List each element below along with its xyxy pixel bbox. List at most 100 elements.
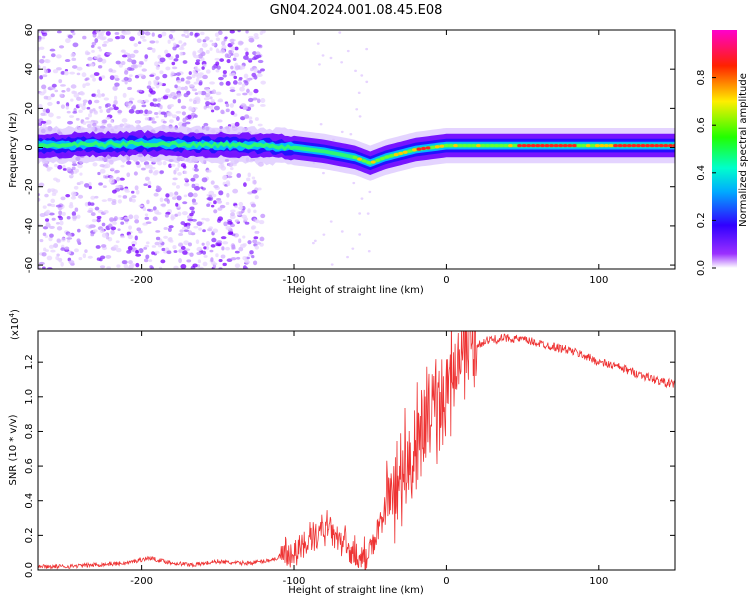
spectrogram-noise-cell bbox=[148, 169, 153, 174]
spectrogram-noise-cell bbox=[134, 185, 139, 191]
spectrogram-ridge-peak bbox=[594, 143, 600, 148]
spectrogram-noise-cell bbox=[352, 181, 356, 185]
spectrogram-ridge-peak bbox=[530, 143, 536, 148]
spectrogram-noise-cell bbox=[184, 248, 191, 252]
spectrogram-noise-cell bbox=[74, 207, 79, 212]
spectrogram-noise-cell bbox=[56, 238, 61, 243]
spectrogram-ridge-peak bbox=[521, 143, 527, 148]
spectrogram-noise-cell bbox=[194, 61, 200, 66]
spectrogram-noise-cell bbox=[89, 74, 95, 78]
spectrogram-noise-cell bbox=[107, 197, 113, 202]
spectrogram-noise-cell bbox=[213, 184, 219, 189]
spectrogram-noise-cell bbox=[41, 252, 47, 257]
colorbar-ticks: 0.0 0.2 0.4 0.6 0.8 bbox=[696, 70, 716, 276]
spectrogram-noise-cell bbox=[251, 176, 256, 180]
spectrogram-noise-cell bbox=[77, 163, 83, 169]
spectrogram-noise-cell bbox=[221, 246, 225, 251]
spectrogram-noise-cell bbox=[260, 103, 266, 107]
spectrogram-noise-cell bbox=[237, 30, 241, 33]
spectrogram-ridge-peak bbox=[608, 143, 614, 148]
spectrogram-noise-cell bbox=[87, 201, 91, 206]
spectrogram-ridge-peak bbox=[544, 143, 550, 148]
spectrogram-noise-cell bbox=[64, 68, 69, 72]
spectrogram-noise-cell bbox=[254, 195, 259, 200]
spectrogram-noise-cell bbox=[56, 67, 62, 71]
spectrogram-noise-cell bbox=[151, 245, 157, 248]
spectrogram-noise-cell bbox=[133, 43, 139, 47]
spectrogram-noise-cell bbox=[251, 57, 258, 61]
spectrogram-noise-cell bbox=[257, 123, 263, 127]
spectrogram-noise-cell bbox=[58, 216, 64, 221]
spectrogram-noise-cell bbox=[194, 185, 201, 191]
spectrogram-ridge-peak bbox=[380, 156, 385, 161]
spectrogram-noise-cell bbox=[257, 70, 262, 74]
spectrogram-noise-cell bbox=[38, 265, 41, 269]
spectrogram-noise-cell bbox=[148, 259, 153, 262]
spectrogram-noise-cell bbox=[77, 228, 81, 233]
spectrogram-noise-cell bbox=[182, 201, 188, 205]
spectrogram-noise-cell bbox=[213, 262, 218, 266]
spectrogram-noise-cell bbox=[132, 104, 137, 110]
spectrogram-noise-cell bbox=[238, 246, 244, 252]
spectrogram-noise-cell bbox=[170, 30, 176, 33]
spectrogram-noise-cell bbox=[186, 76, 193, 80]
spectrogram-noise-cell bbox=[238, 41, 244, 45]
spectrogram-noise-cell bbox=[215, 253, 219, 258]
spectrogram-noise-cell bbox=[177, 242, 184, 247]
spectrogram-noise-cell bbox=[192, 50, 197, 56]
spectrogram-noise-cell bbox=[145, 254, 150, 260]
spectrogram-noise-cell bbox=[186, 225, 191, 230]
spectrogram-noise-cell bbox=[203, 97, 210, 101]
spectrogram-noise-cell bbox=[367, 250, 371, 253]
spectrogram-ridge-peak bbox=[567, 143, 573, 148]
spectrogram-ytick-label: -20 bbox=[24, 179, 35, 195]
spectrogram-noise-cell bbox=[159, 104, 163, 110]
spectrogram-noise-cell bbox=[48, 225, 55, 229]
spectrogram-noise-cell bbox=[233, 75, 238, 80]
spectrogram-noise-cell bbox=[200, 90, 207, 96]
spectrogram-noise-cell bbox=[203, 87, 210, 91]
spectrogram-noise-cell bbox=[56, 100, 60, 105]
spectrogram-ridge-peak bbox=[604, 143, 609, 148]
spectrogram-noise-cell bbox=[247, 240, 252, 245]
spectrogram-noise-cell bbox=[42, 163, 49, 167]
spectrogram-ridge-peak bbox=[421, 146, 426, 151]
spectrogram-noise-cell bbox=[163, 226, 168, 230]
spectrogram-noise-cell bbox=[106, 52, 112, 56]
spectrogram-noise-cell bbox=[349, 133, 353, 136]
spectrogram-noise-cell bbox=[173, 169, 177, 175]
spectrogram-noise-cell bbox=[110, 229, 115, 235]
spectrogram-noise-cell bbox=[232, 57, 237, 61]
spectrogram-noise-cell bbox=[203, 122, 209, 127]
spectrogram-noise-cell bbox=[119, 34, 125, 40]
spectrogram-noise-cell bbox=[222, 74, 227, 78]
spectrogram-noise-cell bbox=[101, 232, 108, 238]
spectrogram-noise-cell bbox=[220, 254, 226, 259]
spectrogram-noise-cell bbox=[50, 93, 55, 98]
spectrogram-noise-cell bbox=[245, 30, 249, 34]
spectrogram-noise-cell bbox=[156, 185, 160, 190]
spectrogram-noise-cell bbox=[130, 190, 135, 194]
spectrogram-noise-cell bbox=[39, 75, 44, 80]
spectrogram-noise-cell bbox=[64, 59, 71, 63]
spectrogram-ridge-peak bbox=[448, 143, 454, 148]
spectrogram-noise-cell bbox=[45, 218, 50, 222]
spectrogram-noise-cell bbox=[75, 168, 79, 173]
spectrogram-noise-cell bbox=[219, 81, 224, 86]
spectrogram-noise-cell bbox=[154, 61, 159, 67]
spectrogram-noise-cell bbox=[182, 226, 187, 230]
spectrogram-noise-cell bbox=[137, 41, 142, 45]
spectrogram-noise-cell bbox=[183, 194, 188, 198]
spectrogram-ridge-peak bbox=[576, 143, 582, 148]
spectrogram-noise-cell bbox=[148, 93, 152, 98]
colorbar-tick-label: 0.6 bbox=[696, 117, 707, 133]
snr-ticks: -200 -100 0 100 0.0 0.2 0.4 0.6 0.8 1.0 1.2 bbox=[24, 331, 675, 587]
spectrogram-noise-cell bbox=[249, 103, 255, 108]
spectrogram-noise-cell bbox=[230, 110, 235, 116]
colorbar-tick-label: 0.8 bbox=[696, 70, 707, 86]
spectrogram-noise-cell bbox=[177, 162, 181, 168]
spectrogram-noise-cell bbox=[244, 114, 250, 119]
spectrogram-noise-cell bbox=[238, 76, 243, 80]
spectrogram-noise-cell bbox=[232, 80, 238, 85]
spectrogram-ridge-peak bbox=[581, 143, 586, 148]
